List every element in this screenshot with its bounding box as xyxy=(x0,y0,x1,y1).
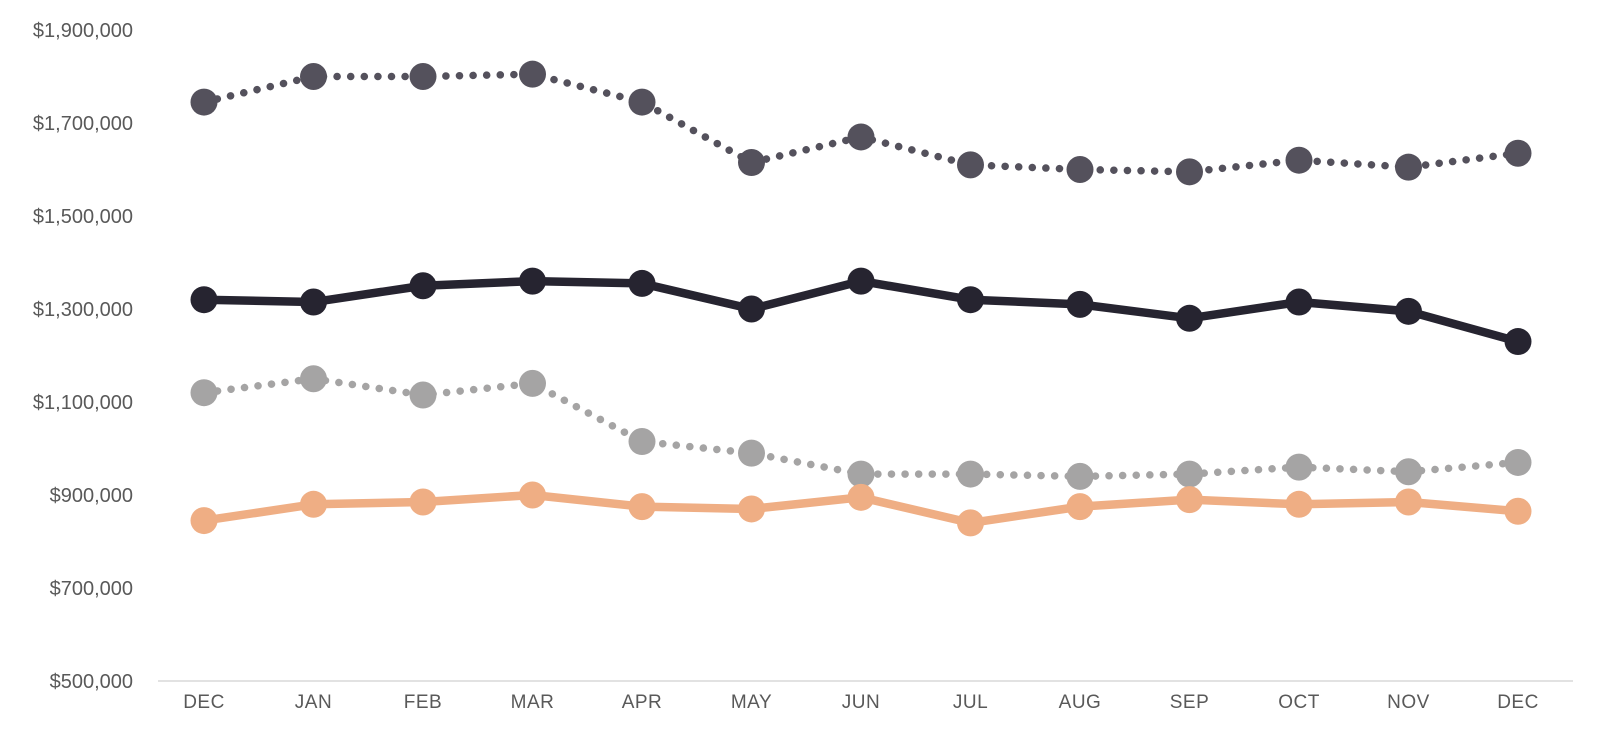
y-tick-label: $700,000 xyxy=(50,578,133,600)
black-solid-series-point xyxy=(957,286,984,314)
black-solid-series-point xyxy=(300,288,327,316)
x-tick-label: JAN xyxy=(295,692,332,713)
gray-dotted-series-point xyxy=(190,379,218,407)
dark-dotted-series-point xyxy=(1066,156,1094,183)
dark-dotted-series-point xyxy=(1176,158,1203,186)
peach-solid-series-point xyxy=(957,509,984,537)
x-tick-label: MAY xyxy=(731,692,772,713)
gray-dotted-series-point xyxy=(847,460,875,488)
black-solid-series-point xyxy=(1176,304,1203,332)
black-solid-series-point xyxy=(1395,297,1422,325)
black-solid-series-point xyxy=(628,269,656,297)
black-solid-series-point xyxy=(1504,328,1532,356)
x-tick-label: DEC xyxy=(1497,692,1539,713)
peach-solid-series-point xyxy=(628,493,656,521)
dark-dotted-series-point xyxy=(628,88,656,116)
x-tick-label: APR xyxy=(622,692,663,713)
black-solid-series-point xyxy=(409,272,437,300)
gray-dotted-series-point xyxy=(738,439,765,467)
y-tick-label: $1,700,000 xyxy=(33,113,133,135)
x-tick-label: JUN xyxy=(842,692,880,713)
dark-dotted-series-point xyxy=(1504,139,1532,167)
x-tick-label: AUG xyxy=(1059,692,1102,713)
y-tick-label: $900,000 xyxy=(50,485,133,507)
dark-dotted-series-point xyxy=(957,151,984,179)
dark-dotted-series-point xyxy=(409,63,437,90)
dark-dotted-series-point xyxy=(300,63,327,90)
peach-solid-series-point xyxy=(190,507,218,535)
dark-dotted-series-point xyxy=(519,60,546,88)
black-solid-series-point xyxy=(847,267,875,295)
peach-solid-series-point xyxy=(1066,493,1094,521)
peach-solid-series-point xyxy=(847,483,875,511)
peach-solid-series-point xyxy=(1285,490,1313,518)
peach-solid-series-point xyxy=(1395,488,1422,516)
y-tick-label: $1,300,000 xyxy=(33,299,133,321)
peach-solid-series-point xyxy=(1176,486,1203,514)
gray-dotted-series-point xyxy=(1066,462,1094,490)
dark-dotted-series-point xyxy=(1395,153,1422,181)
x-tick-label: DEC xyxy=(183,692,225,713)
dark-dotted-series-point xyxy=(738,149,765,177)
gray-dotted-series-point xyxy=(1176,460,1203,488)
gray-dotted-series-point xyxy=(1285,453,1313,481)
gray-dotted-series-point xyxy=(409,381,437,409)
x-tick-label: NOV xyxy=(1387,692,1430,713)
dark-dotted-series-point xyxy=(1285,146,1313,174)
gray-dotted-series-point xyxy=(300,365,327,393)
x-tick-label: MAR xyxy=(511,692,555,713)
x-tick-label: OCT xyxy=(1278,692,1320,713)
dark-dotted-series-point xyxy=(190,88,218,116)
y-tick-label: $500,000 xyxy=(50,671,133,693)
y-tick-label: $1,100,000 xyxy=(33,392,133,414)
peach-solid-series-point xyxy=(300,490,327,518)
x-tick-label: JUL xyxy=(953,692,988,713)
black-solid-series-point xyxy=(1066,290,1094,318)
dark-dotted-series-point xyxy=(847,123,875,151)
gray-dotted-series-point xyxy=(628,428,656,456)
black-solid-series-point xyxy=(190,286,218,314)
y-tick-label: $1,900,000 xyxy=(33,20,133,42)
dark-dotted-series-line xyxy=(200,70,1522,176)
x-tick-label: FEB xyxy=(404,692,442,713)
black-solid-series-point xyxy=(519,267,546,295)
y-tick-label: $1,500,000 xyxy=(33,206,133,228)
peach-solid-series-point xyxy=(519,481,546,509)
black-solid-series-point xyxy=(1285,288,1313,316)
peach-solid-series-point xyxy=(1504,497,1532,525)
gray-dotted-series-point xyxy=(1504,448,1532,476)
gray-dotted-series-point xyxy=(519,369,546,397)
gray-dotted-series-point xyxy=(957,460,984,488)
peach-solid-series-point xyxy=(738,495,765,523)
x-tick-label: SEP xyxy=(1170,692,1210,713)
black-solid-series-point xyxy=(738,295,765,323)
gray-dotted-series-point xyxy=(1395,458,1422,486)
peach-solid-series-point xyxy=(409,488,437,516)
